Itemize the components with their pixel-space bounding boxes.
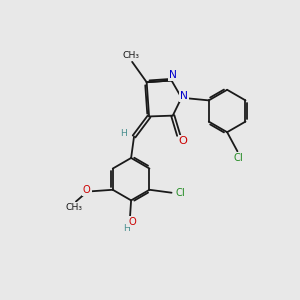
Text: O: O (129, 217, 136, 226)
Text: H: H (120, 129, 127, 138)
Text: N: N (180, 91, 188, 101)
Text: CH₃: CH₃ (66, 203, 83, 212)
Text: N: N (169, 70, 177, 80)
Text: O: O (179, 136, 188, 146)
Text: Cl: Cl (233, 153, 243, 163)
Text: H: H (123, 224, 130, 233)
Text: O: O (83, 185, 91, 195)
Text: CH₃: CH₃ (122, 51, 139, 60)
Text: Cl: Cl (176, 188, 185, 198)
